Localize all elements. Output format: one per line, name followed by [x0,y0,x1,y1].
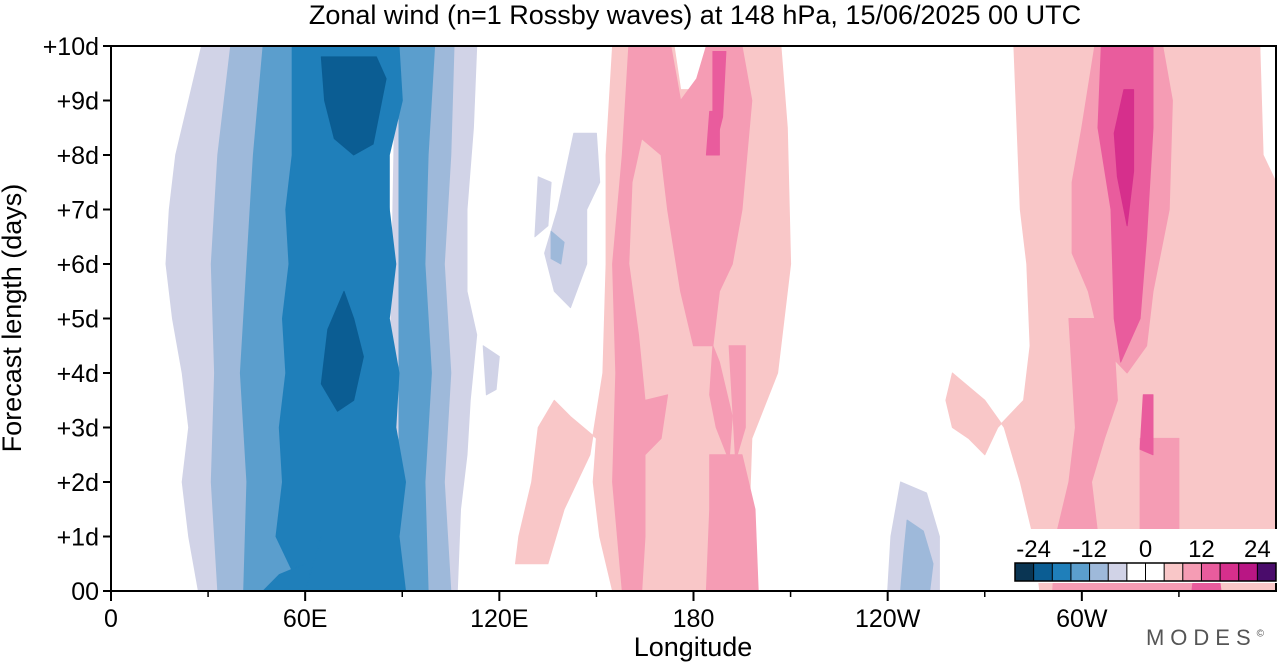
colorbar-swatch [1257,563,1277,581]
contour-fields [165,46,1276,591]
colorbar-swatch [1015,563,1035,581]
y-tick-label: +7d [57,197,99,225]
contour-band--12-to--8-region-1 [398,46,436,591]
y-tick-label: +2d [57,469,99,497]
colorbar-swatch [1126,563,1146,581]
y-axis: 00 +1d +2d +3d +4d +5d +6d +7d +8d +9d +10d [43,33,111,606]
contour-band--4-to-0-region-4 [534,176,552,238]
x-tick-label: 120W [855,605,921,633]
y-tick-label: +3d [57,415,99,443]
colorbar-swatch [1164,563,1184,581]
contour-band--20-to--16-region-0 [320,56,387,156]
colorbar-swatch [1052,563,1072,581]
contour-band--8-to--4-region-2 [550,230,565,265]
colorbar-swatch [1089,563,1109,581]
contour-band--16-to--12-region-1 [262,536,322,591]
x-axis: 0 60E 120E 180 120W 60W [104,591,1180,633]
contour-band-12-to-16-region-0 [1113,89,1135,227]
contour-band--8-to--4-region-3 [900,519,934,591]
contour-band--4-to-0-region-2 [482,345,500,396]
colorbar: -24 -12 0 12 24 [1011,529,1280,583]
y-tick-label: +10d [43,33,99,61]
y-tick-label: +6d [57,251,99,279]
x-axis-label: Longitude [633,632,753,662]
modes-logo: MODES© [1146,625,1264,651]
colorbar-frame [1014,562,1277,582]
x-tick-label: 180 [673,605,715,633]
colorbar-swatch [1145,563,1165,581]
contour-band-4-to-8-region-2 [728,345,746,461]
colorbar-label: -24 [1016,536,1051,563]
colorbar-swatch [1033,563,1053,581]
colorbar-swatch [1182,563,1202,581]
colorbar-label: 12 [1188,536,1215,563]
y-tick-label: +8d [57,142,99,170]
colorbar-swatch [1201,563,1221,581]
x-tick-label: 60W [1056,605,1108,633]
colorbar-swatch [1108,563,1128,581]
y-tick-label: 00 [71,578,99,606]
modes-logo-text: MODES [1145,625,1257,650]
contour-band-4-to-8-region-3 [705,454,759,591]
copyright-mark: © [1256,628,1264,640]
colorbar-label: -12 [1072,536,1107,563]
chart-title: Zonal wind (n=1 Rossby waves) at 148 hPa… [308,0,1082,30]
contour-band-8-to-12-region-1 [705,110,720,156]
colorbar-swatch [1070,563,1091,581]
x-tick-label: 60E [283,605,327,633]
y-tick-label: +5d [57,306,99,334]
x-tick-label: 0 [104,605,118,633]
contour-band-4-to-8-region-0 [612,46,753,591]
colorbar-swatch [1238,563,1258,581]
colorbar-swatch [1220,563,1240,581]
colorbar-label: 24 [1244,536,1271,563]
y-tick-label: +4d [57,360,99,388]
y-tick-label: +1d [57,524,99,552]
contour-band--4-to-0-region-3 [544,132,601,309]
contour-band--20-to--16-region-1 [320,290,364,412]
y-tick-label: +9d [57,88,99,116]
contour-band-8-to-12-region-3 [1139,394,1154,456]
colorbar-label: 0 [1139,536,1152,563]
x-tick-label: 120E [470,605,528,633]
